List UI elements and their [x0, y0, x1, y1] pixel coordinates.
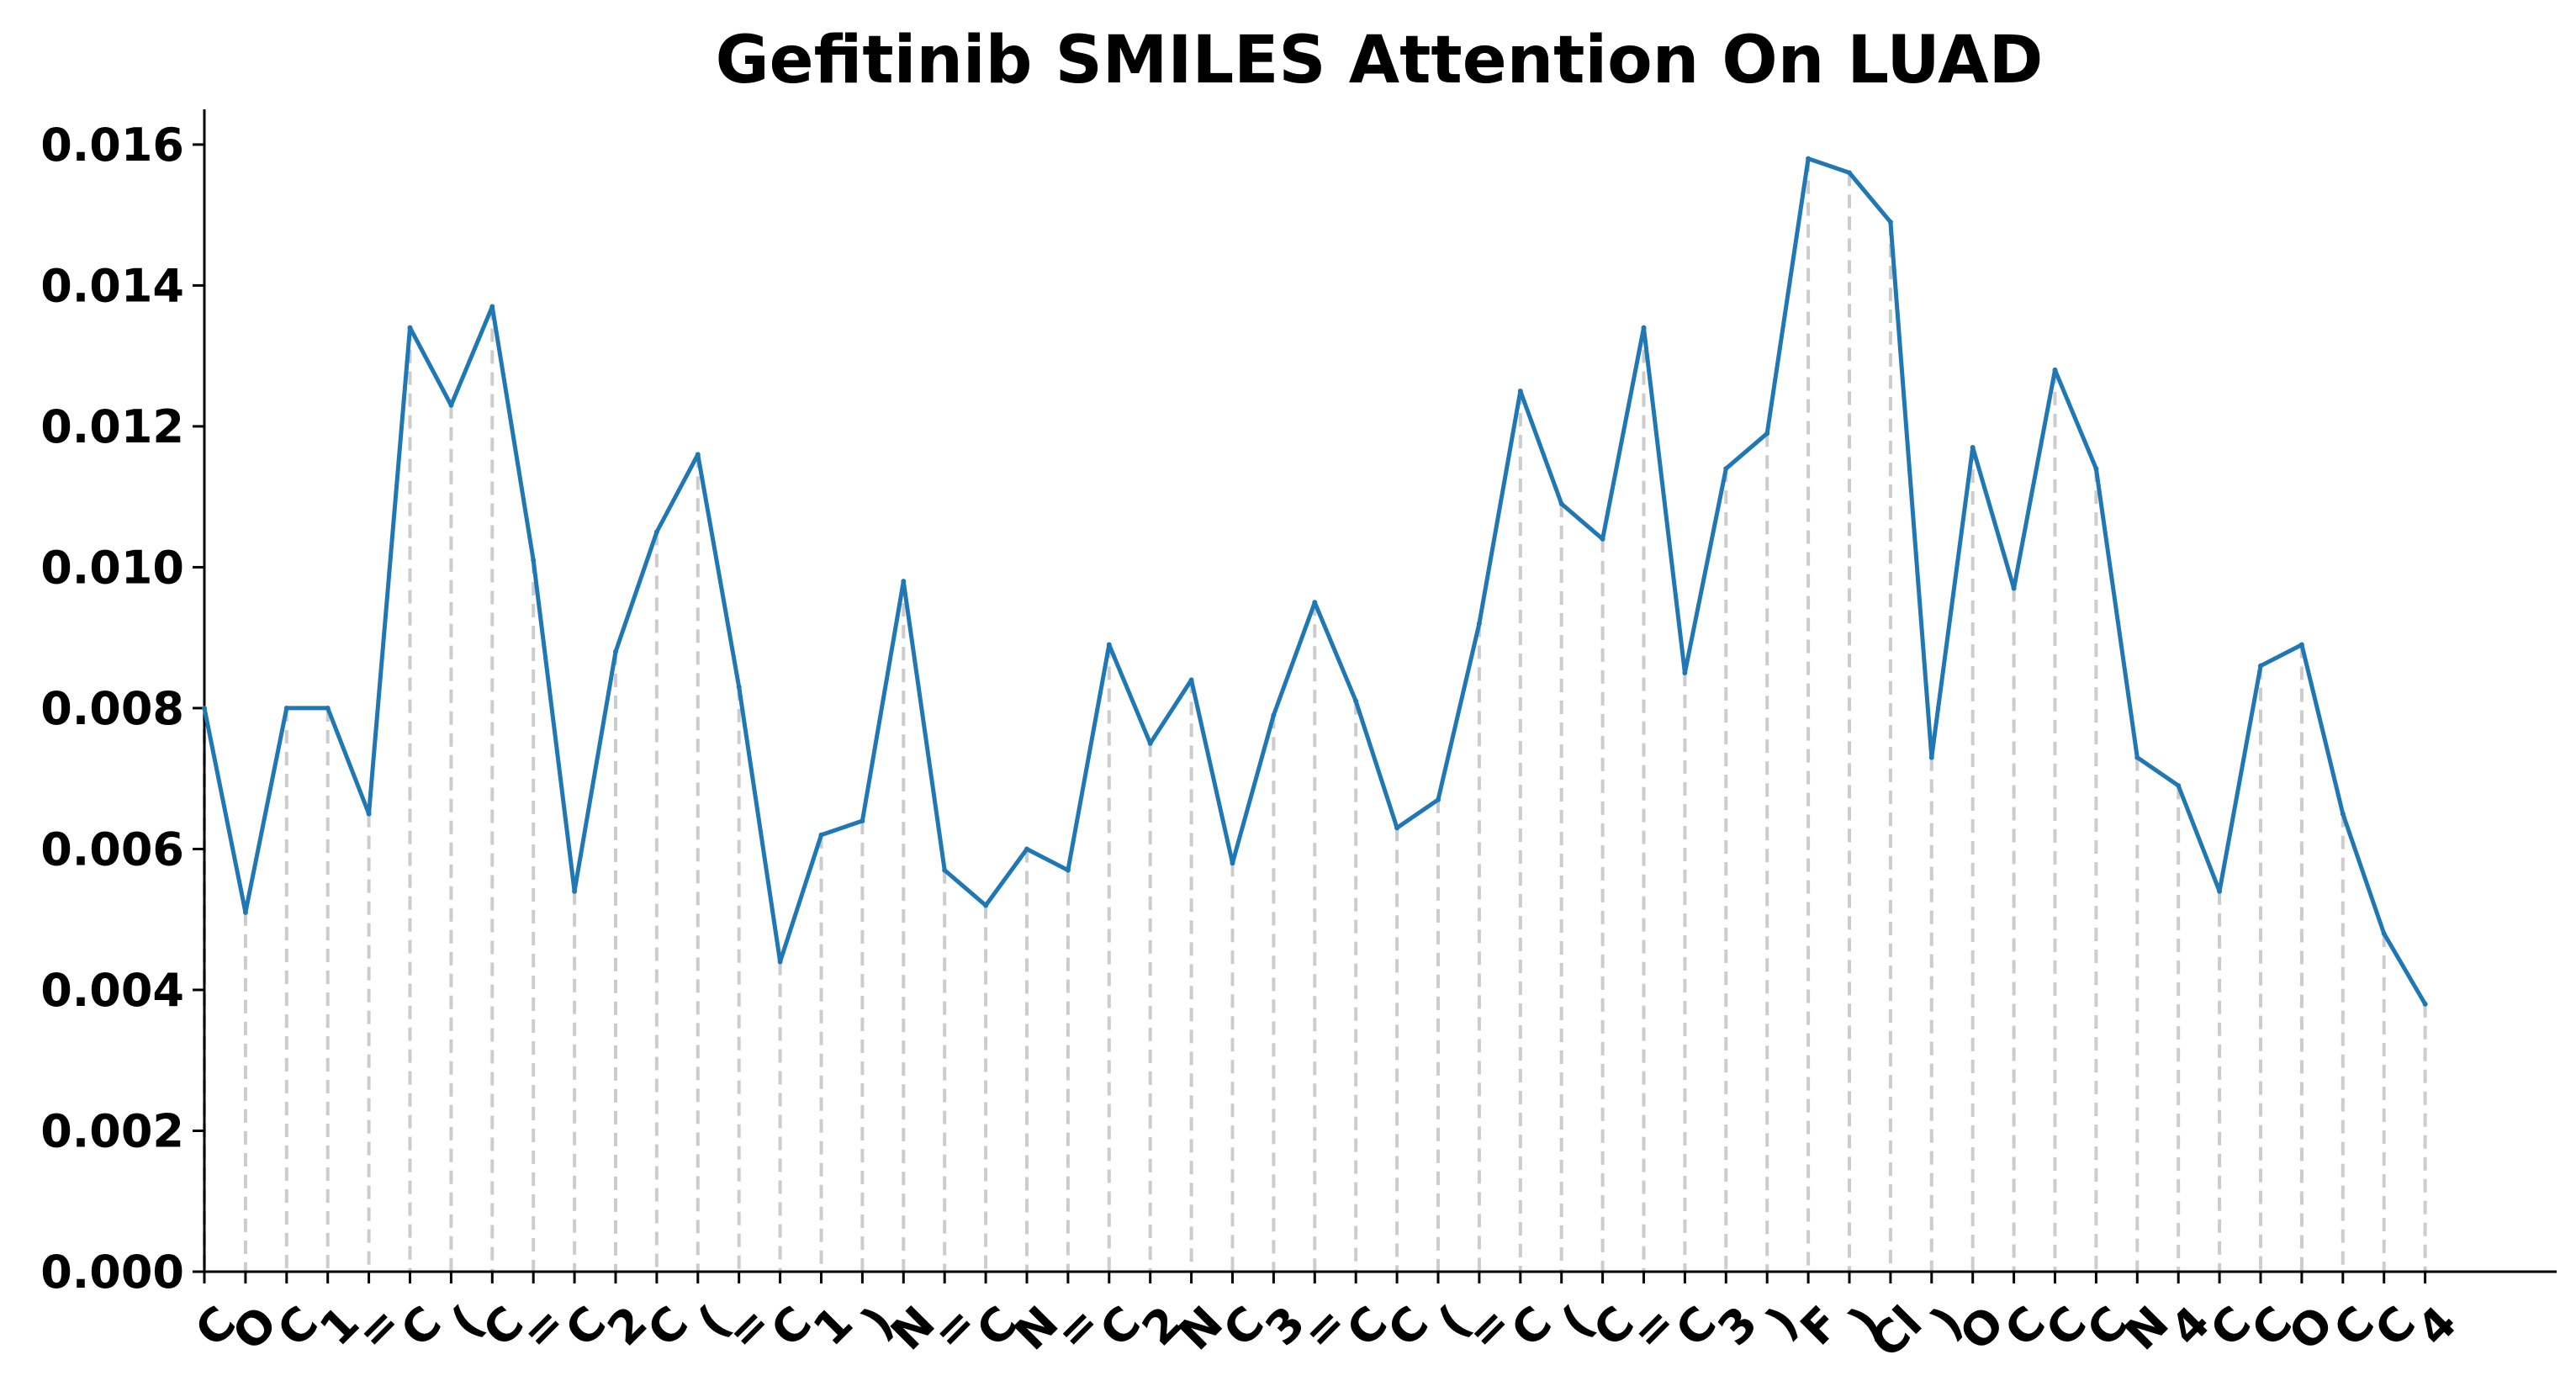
y-tick-label: 0.012	[40, 400, 184, 453]
data-point	[1106, 642, 1112, 648]
y-axis: 0.000 0.002 0.004 0.006 0.008 0.010 0.012 0.014…	[40, 109, 206, 1299]
x-tick-label: 3	[1708, 1296, 1768, 1356]
data-point	[736, 684, 742, 690]
data-point	[2340, 811, 2346, 817]
data-point	[2422, 1001, 2428, 1007]
data-point	[2052, 367, 2058, 373]
x-tick-label: C	[390, 1296, 452, 1357]
y-tick-label: 0.006	[40, 823, 184, 876]
data-point	[1558, 501, 1564, 507]
data-point	[489, 304, 495, 310]
data-point	[1517, 389, 1523, 394]
y-tick-label: 0.016	[40, 119, 184, 172]
data-point	[1147, 740, 1153, 746]
y-tick-label: 0.002	[40, 1104, 184, 1157]
y-tick-label: 0.008	[40, 682, 184, 735]
data-point	[1847, 170, 1852, 176]
data-point	[1230, 860, 1235, 866]
data-point	[860, 818, 865, 823]
data-point	[1887, 220, 1893, 225]
data-point	[283, 705, 289, 711]
data-point	[2011, 585, 2017, 591]
data-point	[613, 648, 618, 654]
data-point	[1682, 670, 1688, 676]
data-point	[2176, 783, 2182, 789]
x-tick-label: C	[1501, 1296, 1563, 1357]
x-tick-label: C	[1378, 1296, 1439, 1357]
data-point	[1806, 156, 1812, 161]
data-point	[1394, 825, 1400, 831]
data-point	[572, 888, 578, 894]
chart-title: Gefitinib SMILES Attention On LUAD	[716, 23, 2044, 98]
data-point	[777, 959, 783, 965]
x-tick-label: F	[1791, 1296, 1850, 1356]
data-point	[1271, 712, 1277, 718]
data-point	[2381, 930, 2387, 936]
data-point	[1970, 445, 1976, 451]
data-point	[1188, 677, 1194, 683]
data-point	[1353, 698, 1359, 704]
data-point	[1312, 600, 1318, 606]
data-point	[1065, 867, 1071, 873]
data-point	[531, 558, 537, 564]
x-tick-label: 1	[803, 1296, 863, 1356]
data-point	[653, 529, 659, 535]
drop-lines	[203, 158, 2427, 1272]
x-tick-label: 4	[2407, 1296, 2467, 1356]
data-point	[695, 452, 701, 458]
data-point	[407, 325, 413, 331]
data-point	[242, 909, 248, 915]
data-point	[1641, 325, 1647, 331]
data-point	[1600, 536, 1605, 542]
data-point	[448, 402, 454, 408]
data-point	[2298, 642, 2304, 648]
x-tick-label: Cl	[1860, 1296, 1933, 1368]
x-tick-label: C	[637, 1296, 699, 1357]
series	[202, 156, 2428, 1007]
y-tick-label: 0.004	[40, 964, 184, 1017]
data-point	[942, 867, 948, 873]
x-axis: COC1=C(C=C2C(=C1)N=CN=C2NC3=CC(=C(C=C3)F…	[185, 1270, 2557, 1368]
data-point	[901, 579, 907, 585]
data-point	[2217, 888, 2223, 894]
data-point	[1024, 846, 1029, 852]
data-point	[1436, 796, 1441, 802]
data-point	[366, 811, 372, 817]
data-point	[1764, 431, 1770, 437]
y-tick-label: 0.010	[40, 541, 184, 594]
data-point	[325, 705, 331, 711]
data-point	[2258, 663, 2263, 669]
data-point	[2134, 754, 2140, 760]
data-point	[1476, 621, 1482, 627]
data-point	[983, 902, 989, 908]
y-tick-label: 0.000	[40, 1246, 184, 1299]
data-point	[1928, 754, 1934, 760]
data-point	[2093, 466, 2099, 472]
data-point	[818, 832, 824, 838]
data-point	[1723, 466, 1729, 472]
y-tick-label: 0.014	[40, 259, 184, 312]
data-point	[202, 705, 207, 711]
